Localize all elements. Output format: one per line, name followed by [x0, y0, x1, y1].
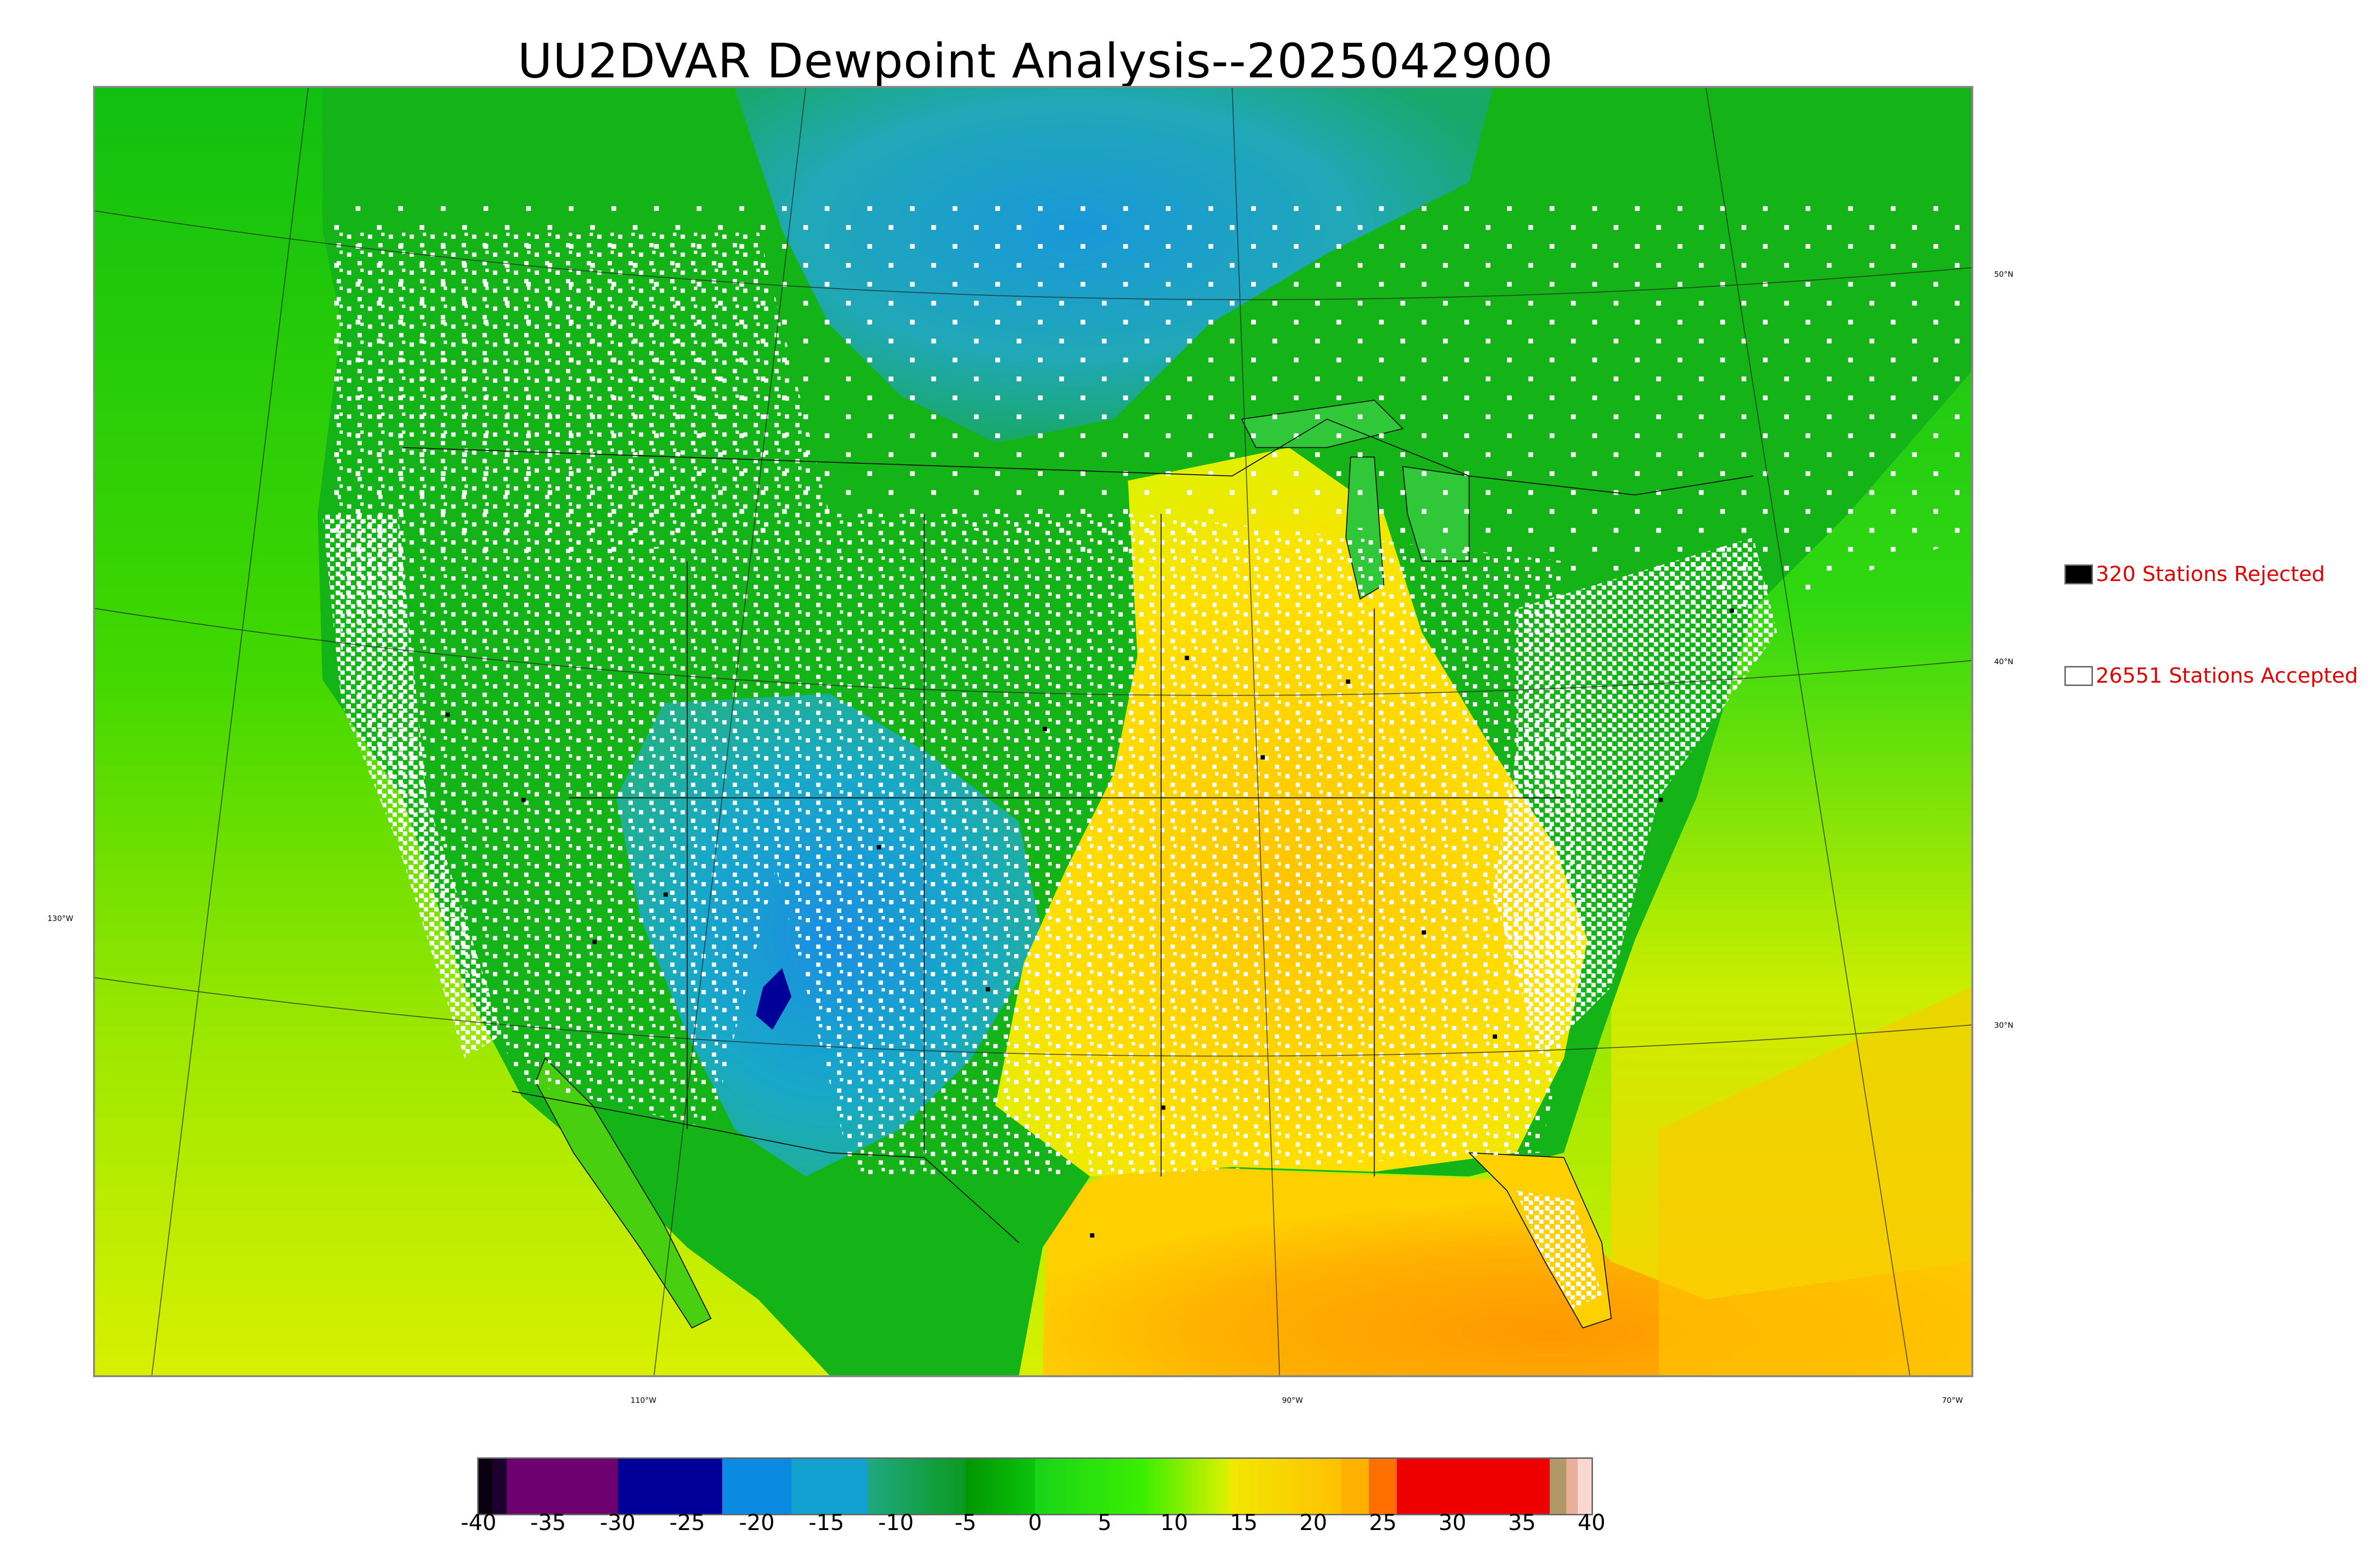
colorbar-tick-label: 20 — [1299, 1510, 1328, 1535]
page-title: UU2DVAR Dewpoint Analysis--2025042900 — [518, 33, 1554, 89]
colorbar-tick-label: -30 — [600, 1510, 636, 1535]
colorbar-band — [1566, 1459, 1578, 1514]
colorbar-band — [722, 1459, 792, 1514]
colorbar-band — [506, 1459, 618, 1514]
stations-accepted-west-coast — [322, 514, 503, 1058]
colorbar-tick-label: -5 — [954, 1510, 977, 1535]
colorbar-band — [965, 1459, 1036, 1514]
very-dry-spot — [756, 968, 792, 1030]
colorbar-tick-label: 25 — [1369, 1510, 1397, 1535]
colorbar-band — [1550, 1459, 1567, 1514]
colorbar-tick-label: 35 — [1508, 1510, 1536, 1535]
legend-accepted: 26551 Stations Accepted — [2064, 664, 2358, 688]
map-canvas — [95, 88, 1971, 1375]
graticule — [95, 88, 1971, 1375]
colorbar-tick-label: 15 — [1230, 1510, 1258, 1535]
lat-label-40n: 40°N — [1994, 657, 2014, 666]
colorbar-tick-label: -25 — [669, 1510, 706, 1535]
colorbar-band — [1341, 1459, 1370, 1514]
colorbar-tick-label: -20 — [739, 1510, 775, 1535]
lat-label-50n: 50°N — [1994, 270, 2014, 279]
colorbar-band — [1230, 1459, 1342, 1514]
lat-label-30n: 30°N — [1994, 1021, 2014, 1030]
colorbar-band — [492, 1459, 507, 1514]
baja-california — [535, 1057, 712, 1329]
colorbar-tick-label: -40 — [461, 1510, 497, 1535]
colorbar-band — [1369, 1459, 1397, 1514]
dewpoint-map[interactable] — [93, 86, 1973, 1377]
colorbar-band — [618, 1459, 723, 1514]
colorbar-tick-label: 40 — [1577, 1510, 1606, 1535]
stations-accepted-plains — [758, 514, 1161, 1177]
colorbar-band — [1396, 1459, 1551, 1514]
colorbar-tick-label: -15 — [808, 1510, 845, 1535]
stations-accepted-florida — [1516, 1191, 1602, 1309]
colorbar-tick-label: 0 — [1028, 1510, 1042, 1535]
political-boundaries — [403, 418, 1754, 1243]
colorbar-tick-label: 10 — [1160, 1510, 1188, 1535]
colorbar-band — [791, 1459, 869, 1514]
accepted-swatch — [2064, 666, 2093, 686]
colorbar-band — [1577, 1459, 1592, 1514]
stations-accepted-east-coast — [1493, 537, 1777, 1058]
colorbar-band — [1035, 1459, 1147, 1514]
colorbar-band — [868, 1459, 966, 1514]
colorbar-band — [479, 1459, 493, 1514]
rejected-swatch — [2064, 564, 2093, 584]
colorbar-tick-label: 30 — [1438, 1510, 1467, 1535]
rejected-label: 320 Stations Rejected — [2096, 562, 2325, 586]
stations-rejected — [445, 608, 1734, 1238]
lon-label-130w: 130°W — [47, 914, 74, 923]
colorbar-tick-label: -10 — [878, 1510, 914, 1535]
lon-label-70w: 70°W — [1942, 1396, 1963, 1405]
legend-rejected: 320 Stations Rejected — [2064, 562, 2325, 586]
lon-label-90w: 90°W — [1282, 1396, 1303, 1405]
dewpoint-colorbar — [477, 1457, 1593, 1515]
lon-label-110w: 110°W — [631, 1396, 657, 1405]
colorbar-tick-label: -35 — [530, 1510, 566, 1535]
accepted-label: 26551 Stations Accepted — [2096, 664, 2358, 688]
colorbar-ticks: -40 -35 -30 -25 -20 -15 -10 -5 0 5 10 15 20 25 30 35 40 — [0, 1510, 2374, 1548]
stations-accepted-southeast — [1066, 514, 1588, 1177]
colorbar-tick-label: 5 — [1097, 1510, 1112, 1535]
colorbar-band — [1146, 1459, 1231, 1514]
subtropical-atlantic — [1658, 987, 1971, 1375]
